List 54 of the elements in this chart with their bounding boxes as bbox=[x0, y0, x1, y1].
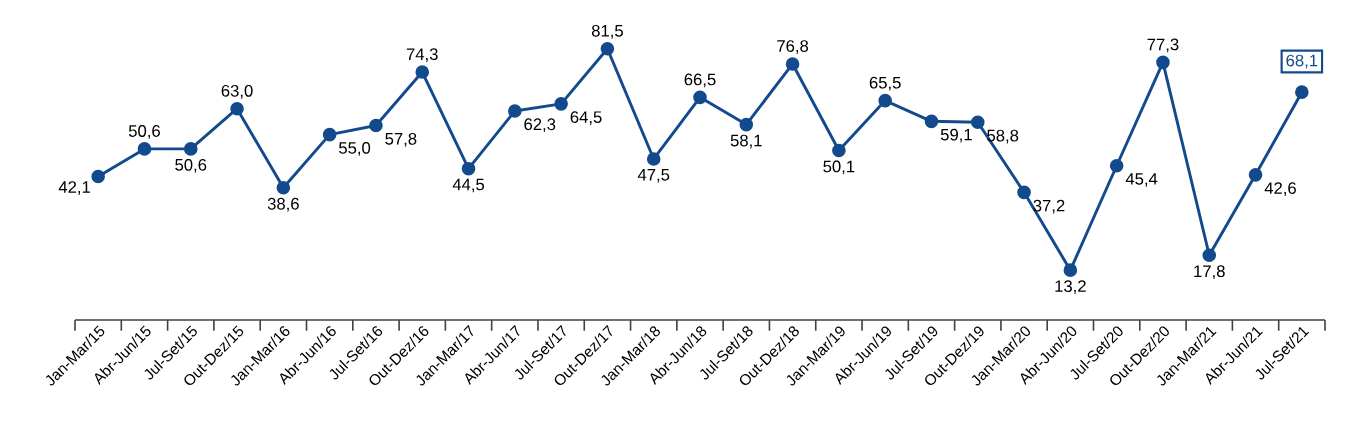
point bbox=[369, 118, 383, 133]
data-label: 47,5 bbox=[637, 169, 670, 183]
point bbox=[832, 143, 846, 158]
data-label: 50,1 bbox=[823, 160, 855, 175]
point bbox=[230, 101, 244, 116]
point bbox=[322, 127, 337, 142]
data-label: 50,6 bbox=[175, 158, 207, 173]
point bbox=[1295, 85, 1309, 99]
point bbox=[1156, 55, 1170, 70]
point bbox=[137, 142, 152, 156]
data-label: 59,1 bbox=[940, 128, 972, 143]
point bbox=[508, 104, 522, 118]
data-label: 38,6 bbox=[267, 197, 299, 212]
data-label: 50,6 bbox=[128, 125, 160, 139]
data-label: 37,2 bbox=[1033, 199, 1065, 214]
point bbox=[878, 93, 892, 108]
data-label: 13,2 bbox=[1055, 280, 1086, 294]
data-label: 68,1 bbox=[1286, 54, 1318, 69]
point bbox=[415, 65, 430, 79]
point bbox=[276, 181, 291, 195]
data-label: 45,4 bbox=[1125, 173, 1158, 187]
point bbox=[739, 117, 754, 132]
point bbox=[970, 115, 985, 130]
data-label: 64,5 bbox=[570, 111, 602, 125]
point bbox=[183, 142, 198, 156]
point bbox=[554, 97, 568, 111]
point bbox=[646, 152, 661, 166]
point bbox=[91, 169, 105, 184]
point bbox=[1202, 248, 1217, 263]
data-label: 58,1 bbox=[730, 134, 762, 149]
data-label: 81,5 bbox=[591, 24, 623, 39]
data-label: 17,8 bbox=[1194, 265, 1225, 280]
data-label: 57,8 bbox=[385, 132, 417, 147]
point bbox=[1248, 168, 1263, 182]
data-label: 42,6 bbox=[1264, 182, 1296, 196]
data-label: 66,5 bbox=[684, 73, 716, 88]
point bbox=[924, 114, 939, 129]
data-label: 74,3 bbox=[406, 48, 438, 63]
data-label: 77,3 bbox=[1147, 38, 1179, 53]
data-label: 58,8 bbox=[987, 129, 1019, 144]
data-label: 65,5 bbox=[869, 76, 901, 91]
point bbox=[785, 57, 800, 71]
point bbox=[693, 90, 707, 105]
data-label: 42,1 bbox=[58, 181, 90, 195]
point bbox=[1063, 263, 1078, 277]
data-label: 62,3 bbox=[524, 118, 556, 133]
data-label: 55,0 bbox=[339, 142, 371, 156]
data-label: 63,0 bbox=[221, 84, 253, 99]
data-label: 76,8 bbox=[777, 40, 809, 54]
data-label: 44,5 bbox=[452, 178, 485, 193]
point bbox=[1109, 158, 1124, 173]
point bbox=[461, 161, 476, 176]
point bbox=[600, 41, 615, 56]
point bbox=[1017, 185, 1031, 200]
